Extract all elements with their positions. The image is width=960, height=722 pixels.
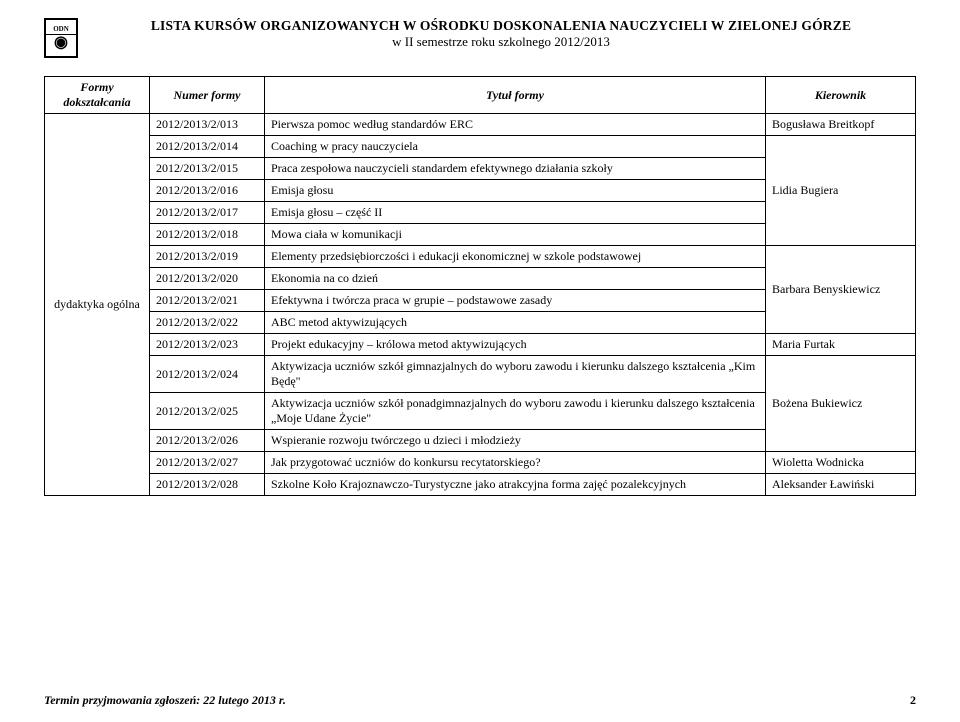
cell-numer: 2012/2013/2/020 — [150, 268, 265, 290]
courses-table: Formy dokształcania Numer formy Tytuł fo… — [44, 76, 916, 496]
cell-tytul: Jak przygotować uczniów do konkursu recy… — [265, 452, 766, 474]
cell-tytul: Ekonomia na co dzień — [265, 268, 766, 290]
table-row: dydaktyka ogólna 2012/2013/2/013 Pierwsz… — [45, 114, 916, 136]
logo: ODN ◉ — [44, 18, 78, 58]
cell-numer: 2012/2013/2/013 — [150, 114, 265, 136]
page-title: LISTA KURSÓW ORGANIZOWANYCH W OŚRODKU DO… — [86, 18, 916, 34]
cell-tytul: Emisja głosu – część II — [265, 202, 766, 224]
cell-numer: 2012/2013/2/021 — [150, 290, 265, 312]
cell-tytul: Praca zespołowa nauczycieli standardem e… — [265, 158, 766, 180]
cell-numer: 2012/2013/2/026 — [150, 430, 265, 452]
page-number: 2 — [910, 693, 916, 708]
cell-kier-group: Bożena Bukiewicz — [766, 356, 916, 452]
cell-numer: 2012/2013/2/015 — [150, 158, 265, 180]
table-row: 2012/2013/2/028 Szkolne Koło Krajoznawcz… — [45, 474, 916, 496]
cell-kier-group: Barbara Benyskiewicz — [766, 246, 916, 334]
page-footer: Termin przyjmowania zgłoszeń: 22 lutego … — [44, 693, 916, 708]
cell-tytul: Elementy przedsiębiorczości i edukacji e… — [265, 246, 766, 268]
cell-kier-group: Lidia Bugiera — [766, 136, 916, 246]
cell-tytul: Mowa ciała w komunikacji — [265, 224, 766, 246]
cell-numer: 2012/2013/2/016 — [150, 180, 265, 202]
title-block: LISTA KURSÓW ORGANIZOWANYCH W OŚRODKU DO… — [86, 18, 916, 50]
cell-kier: Wioletta Wodnicka — [766, 452, 916, 474]
cell-numer: 2012/2013/2/024 — [150, 356, 265, 393]
cell-kier: Bogusława Breitkopf — [766, 114, 916, 136]
group-label: dydaktyka ogólna — [45, 114, 150, 496]
cell-tytul: Szkolne Koło Krajoznawczo-Turystyczne ja… — [265, 474, 766, 496]
page-subtitle: w II semestrze roku szkolnego 2012/2013 — [86, 34, 916, 50]
col-header-tytul: Tytuł formy — [265, 77, 766, 114]
table-row: 2012/2013/2/019 Elementy przedsiębiorczo… — [45, 246, 916, 268]
table-row: 2012/2013/2/014 Coaching w pracy nauczyc… — [45, 136, 916, 158]
cell-tytul: Projekt edukacyjny – królowa metod aktyw… — [265, 334, 766, 356]
cell-numer: 2012/2013/2/019 — [150, 246, 265, 268]
table-row: 2012/2013/2/027 Jak przygotować uczniów … — [45, 452, 916, 474]
cell-tytul: ABC metod aktywizujących — [265, 312, 766, 334]
cell-tytul: Aktywizacja uczniów szkół ponadgimnazjal… — [265, 393, 766, 430]
col-header-forma: Formy dokształcania — [45, 77, 150, 114]
cell-tytul: Coaching w pracy nauczyciela — [265, 136, 766, 158]
cell-numer: 2012/2013/2/018 — [150, 224, 265, 246]
cell-numer: 2012/2013/2/023 — [150, 334, 265, 356]
page-header: ODN ◉ LISTA KURSÓW ORGANIZOWANYCH W OŚRO… — [44, 18, 916, 58]
table-row: 2012/2013/2/023 Projekt edukacyjny – kró… — [45, 334, 916, 356]
cell-numer: 2012/2013/2/027 — [150, 452, 265, 474]
table-row: 2012/2013/2/024 Aktywizacja uczniów szkó… — [45, 356, 916, 393]
cell-numer: 2012/2013/2/028 — [150, 474, 265, 496]
cell-tytul: Wspieranie rozwoju twórczego u dzieci i … — [265, 430, 766, 452]
cell-numer: 2012/2013/2/022 — [150, 312, 265, 334]
cell-tytul: Pierwsza pomoc według standardów ERC — [265, 114, 766, 136]
table-header-row: Formy dokształcania Numer formy Tytuł fo… — [45, 77, 916, 114]
col-header-kierownik: Kierownik — [766, 77, 916, 114]
cell-kier: Aleksander Ławiński — [766, 474, 916, 496]
cell-numer: 2012/2013/2/017 — [150, 202, 265, 224]
cell-tytul: Emisja głosu — [265, 180, 766, 202]
cell-tytul: Efektywna i twórcza praca w grupie – pod… — [265, 290, 766, 312]
cell-kier: Maria Furtak — [766, 334, 916, 356]
cell-numer: 2012/2013/2/025 — [150, 393, 265, 430]
cell-numer: 2012/2013/2/014 — [150, 136, 265, 158]
cell-tytul: Aktywizacja uczniów szkół gimnazjalnych … — [265, 356, 766, 393]
col-header-numer: Numer formy — [150, 77, 265, 114]
footer-deadline: Termin przyjmowania zgłoszeń: 22 lutego … — [44, 693, 286, 708]
